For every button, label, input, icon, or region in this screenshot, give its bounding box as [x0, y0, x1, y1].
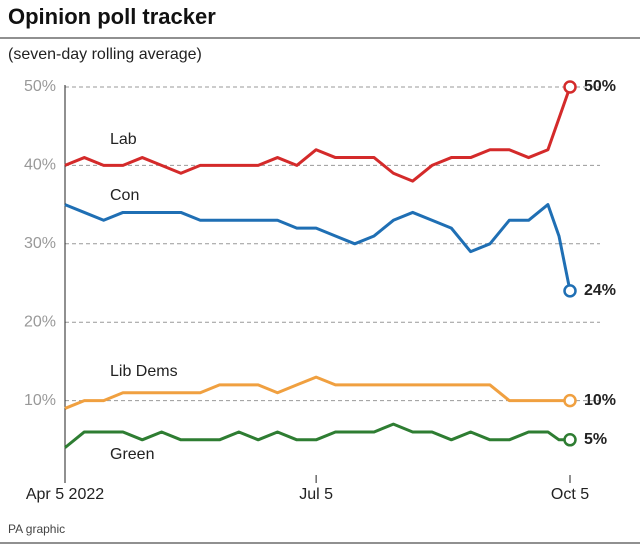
value-label: 10% — [584, 392, 616, 409]
y-tick-label: 20% — [24, 313, 56, 330]
end-marker — [563, 284, 577, 298]
x-tick-label: Apr 5 2022 — [26, 486, 104, 503]
y-tick-label: 10% — [24, 392, 56, 409]
end-marker — [563, 80, 577, 94]
y-tick-label: 40% — [24, 157, 56, 174]
value-label: 50% — [584, 78, 616, 95]
x-tick-label: Jul 5 — [299, 486, 333, 503]
y-tick-label: 30% — [24, 235, 56, 252]
series-label: Lab — [110, 131, 137, 148]
series-line — [64, 422, 570, 449]
series-label: Lib Dems — [110, 363, 178, 380]
end-marker — [563, 393, 577, 408]
series-line — [64, 86, 572, 183]
end-marker — [563, 433, 577, 447]
chart-subtitle: (seven-day rolling average) — [8, 46, 202, 63]
value-label: 24% — [584, 282, 616, 299]
series-line — [64, 375, 570, 410]
x-tick-label: Oct 5 — [551, 486, 589, 503]
value-label: 5% — [584, 431, 607, 448]
series-label: Con — [110, 187, 139, 204]
series-line — [64, 203, 572, 292]
source: PA graphic — [8, 522, 65, 536]
y-tick-label: 50% — [24, 78, 56, 95]
chart-title: Opinion poll tracker — [8, 4, 216, 29]
series-label: Green — [110, 446, 154, 463]
